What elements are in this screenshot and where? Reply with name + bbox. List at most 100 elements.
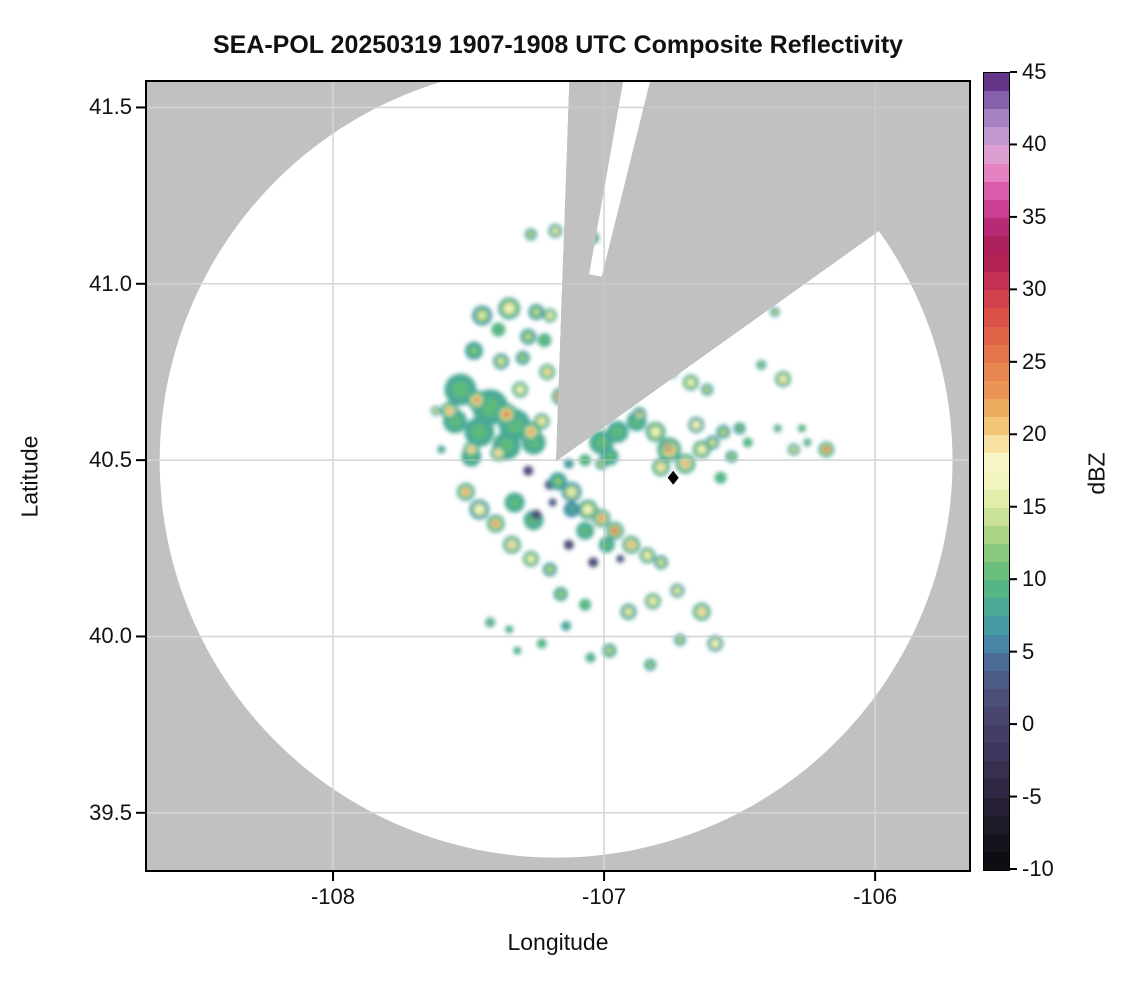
colorbar-step (984, 127, 1009, 146)
echo-cell (737, 426, 742, 431)
echo-cell (553, 228, 558, 234)
blocked-sector-filler-top (556, 271, 602, 462)
echo-cell (471, 423, 488, 441)
echo-cell (611, 425, 624, 438)
echo-cell (471, 347, 477, 354)
colorbar-step (984, 290, 1009, 309)
echo-cell (520, 355, 525, 361)
echo-cell (599, 461, 604, 466)
echo-cell (699, 609, 704, 615)
echo-cell (688, 380, 693, 385)
colorbar-step (984, 181, 1009, 201)
y-tick-label: 41.5 (89, 94, 132, 120)
echo-cell (509, 542, 515, 548)
echo-cell (476, 506, 483, 513)
echo-cell (705, 387, 709, 392)
echo-cell (699, 447, 704, 452)
echo-cell (625, 609, 632, 615)
echo-cell (538, 640, 545, 647)
echo-cell (607, 648, 612, 653)
echo-cell (548, 498, 557, 507)
echo-cell (710, 440, 715, 445)
colorbar-step (984, 652, 1009, 672)
echo-cell (638, 411, 641, 414)
echo-cell (563, 539, 574, 550)
colorbar-step (984, 236, 1009, 255)
colorbar-step (984, 525, 1009, 545)
echo-cell (791, 447, 796, 452)
echo-cell (474, 397, 480, 403)
colorbar-tick-label: 5 (1022, 638, 1035, 664)
colorbar-step (984, 91, 1009, 110)
echo-cell (650, 599, 656, 604)
colorbar-step (984, 254, 1009, 273)
colorbar-step (984, 761, 1009, 780)
echo-cell (648, 662, 653, 667)
x-tick-label: -108 (310, 884, 356, 909)
y-tick-label: 40.0 (89, 623, 132, 649)
colorbar-step (984, 562, 1009, 581)
colorbar (983, 72, 1010, 871)
colorbar-step (984, 688, 1009, 708)
echo-cell (612, 528, 618, 533)
colorbar-step (984, 743, 1009, 762)
echo-cell (588, 557, 599, 568)
echo-cell (729, 454, 734, 459)
colorbar-step (984, 616, 1009, 636)
echo-cell (721, 429, 726, 435)
echo-cell (806, 441, 809, 444)
site-marker-diamond (667, 470, 679, 485)
echo-cell (587, 654, 594, 661)
colorbar-tick-label: 30 (1022, 276, 1047, 302)
echo-cell (506, 305, 513, 312)
echo-cell (503, 411, 510, 418)
echo-cell (478, 312, 486, 319)
echo-cell (658, 464, 664, 470)
y-tick-label: 39.5 (89, 799, 132, 825)
echo-cell (509, 497, 521, 508)
echo-cell (776, 427, 779, 430)
colorbar-label: dBZ (1083, 452, 1110, 495)
y-axis-label: Latitude (16, 435, 43, 518)
echo-cell (799, 426, 805, 431)
echo-cell (529, 232, 533, 237)
colorbar-step (984, 435, 1009, 454)
colorbar-step (984, 453, 1009, 472)
colorbar-tick-label: -10 (1022, 856, 1054, 881)
echo-cell (498, 358, 504, 364)
colorbar-step (984, 417, 1009, 436)
colorbar-tick-label: 0 (1022, 711, 1035, 737)
echo-cell (518, 387, 523, 392)
gridlines-faint-overlay (146, 81, 970, 871)
y-tick-label: 41.0 (89, 270, 132, 296)
colorbar-tick-label: 15 (1022, 493, 1047, 519)
plot-title: SEA-POL 20250319 1907-1908 UTC Composite… (212, 31, 904, 59)
echo-cell (594, 435, 609, 450)
echo-cell (515, 648, 520, 653)
echo-cell (658, 560, 664, 565)
colorbar-step (984, 489, 1009, 509)
echo-cell (759, 363, 763, 367)
echo-cell (604, 451, 615, 462)
colorbar-step (984, 308, 1009, 328)
colorbar-step (984, 471, 1009, 491)
echo-cell (563, 623, 569, 629)
colorbar-step (984, 344, 1009, 364)
colorbar-step (984, 779, 1009, 799)
colorbar-step (984, 598, 1009, 617)
axis-ticks (136, 106, 877, 881)
colorbar-tick-label: -5 (1022, 783, 1042, 809)
colorbar-step (984, 109, 1009, 128)
colorbar-tick-label: 20 (1022, 421, 1047, 447)
colorbar-step (984, 706, 1009, 726)
echo-cell (463, 489, 469, 495)
echo-cell (616, 554, 625, 563)
echo-cell (712, 640, 718, 647)
echo-cell (675, 588, 680, 593)
echo-cell (558, 591, 563, 597)
echo-cell (525, 334, 531, 340)
echo-cell (645, 553, 650, 558)
colorbar-step (984, 217, 1009, 237)
